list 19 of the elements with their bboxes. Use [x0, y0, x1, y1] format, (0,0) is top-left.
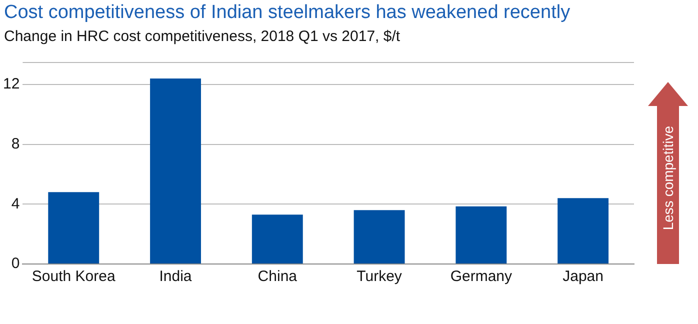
x-tick-label: Turkey	[356, 268, 402, 286]
y-tick-label: 8	[11, 135, 20, 152]
chart-title: Cost competitiveness of Indian steelmakers has weakened recently	[4, 2, 570, 24]
x-tick-label: Japan	[562, 268, 604, 286]
bar	[150, 78, 201, 264]
bar	[252, 214, 303, 264]
bar	[558, 198, 609, 264]
bar	[48, 192, 100, 264]
y-tick-label: 0	[11, 255, 20, 272]
x-tick-label: Germany	[450, 268, 513, 286]
chart-subtitle: Change in HRC cost competitiveness, 2018 Q1 vs 2017, $/t	[4, 28, 400, 45]
text: Less competitive	[660, 126, 676, 230]
y-tick-label: 12	[2, 76, 20, 93]
x-tick-label: China	[258, 268, 298, 286]
x-tick-label: India	[159, 268, 192, 286]
x-tick-label: South Korea	[32, 268, 116, 286]
bar	[456, 206, 507, 264]
y-tick-label: 4	[11, 195, 20, 212]
bar	[354, 210, 405, 264]
